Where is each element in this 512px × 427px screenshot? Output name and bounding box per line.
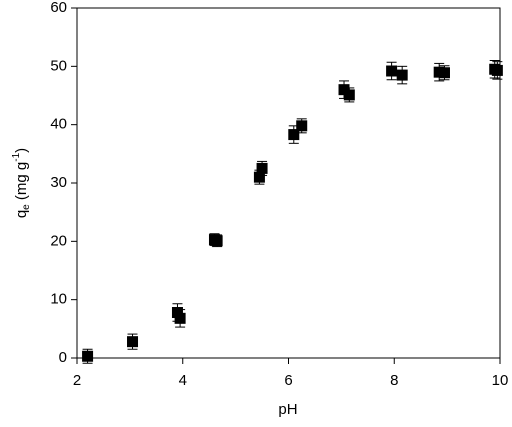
y-label-base: q xyxy=(13,210,30,218)
plot-frame xyxy=(76,7,501,359)
marker xyxy=(396,69,408,81)
x-tick-label: 6 xyxy=(284,372,292,389)
x-tick-label: 4 xyxy=(179,372,187,389)
x-tick-label: 8 xyxy=(390,372,398,389)
marker xyxy=(171,307,183,318)
marker xyxy=(296,120,308,132)
y-tick-label: 50 xyxy=(50,57,67,74)
y-label-sub: e xyxy=(21,204,32,210)
marker xyxy=(256,162,268,174)
x-tick-label: 2 xyxy=(73,372,81,389)
y-tick-label: 10 xyxy=(50,291,67,308)
marker xyxy=(438,67,450,79)
marker xyxy=(211,235,223,247)
marker xyxy=(386,65,398,77)
marker xyxy=(82,350,94,362)
marker xyxy=(253,171,265,183)
y-tick-label: 20 xyxy=(50,232,67,249)
y-tick-label: 30 xyxy=(50,174,67,191)
marker xyxy=(127,336,139,348)
y-label-sup: -1 xyxy=(11,152,22,161)
marker xyxy=(491,64,503,76)
x-axis-label: pH xyxy=(278,401,297,418)
y-label-end: ) xyxy=(13,148,30,153)
marker xyxy=(343,89,355,101)
y-label-unit: (mg g xyxy=(13,162,30,205)
marker xyxy=(288,129,300,141)
marker xyxy=(174,312,186,324)
y-tick-label: 40 xyxy=(50,116,67,133)
y-tick-label: 0 xyxy=(59,349,67,366)
y-tick-label: 60 xyxy=(50,0,67,16)
x-tick-label: 10 xyxy=(492,372,509,389)
y-axis-label: qe (mg g-1) xyxy=(11,148,32,218)
